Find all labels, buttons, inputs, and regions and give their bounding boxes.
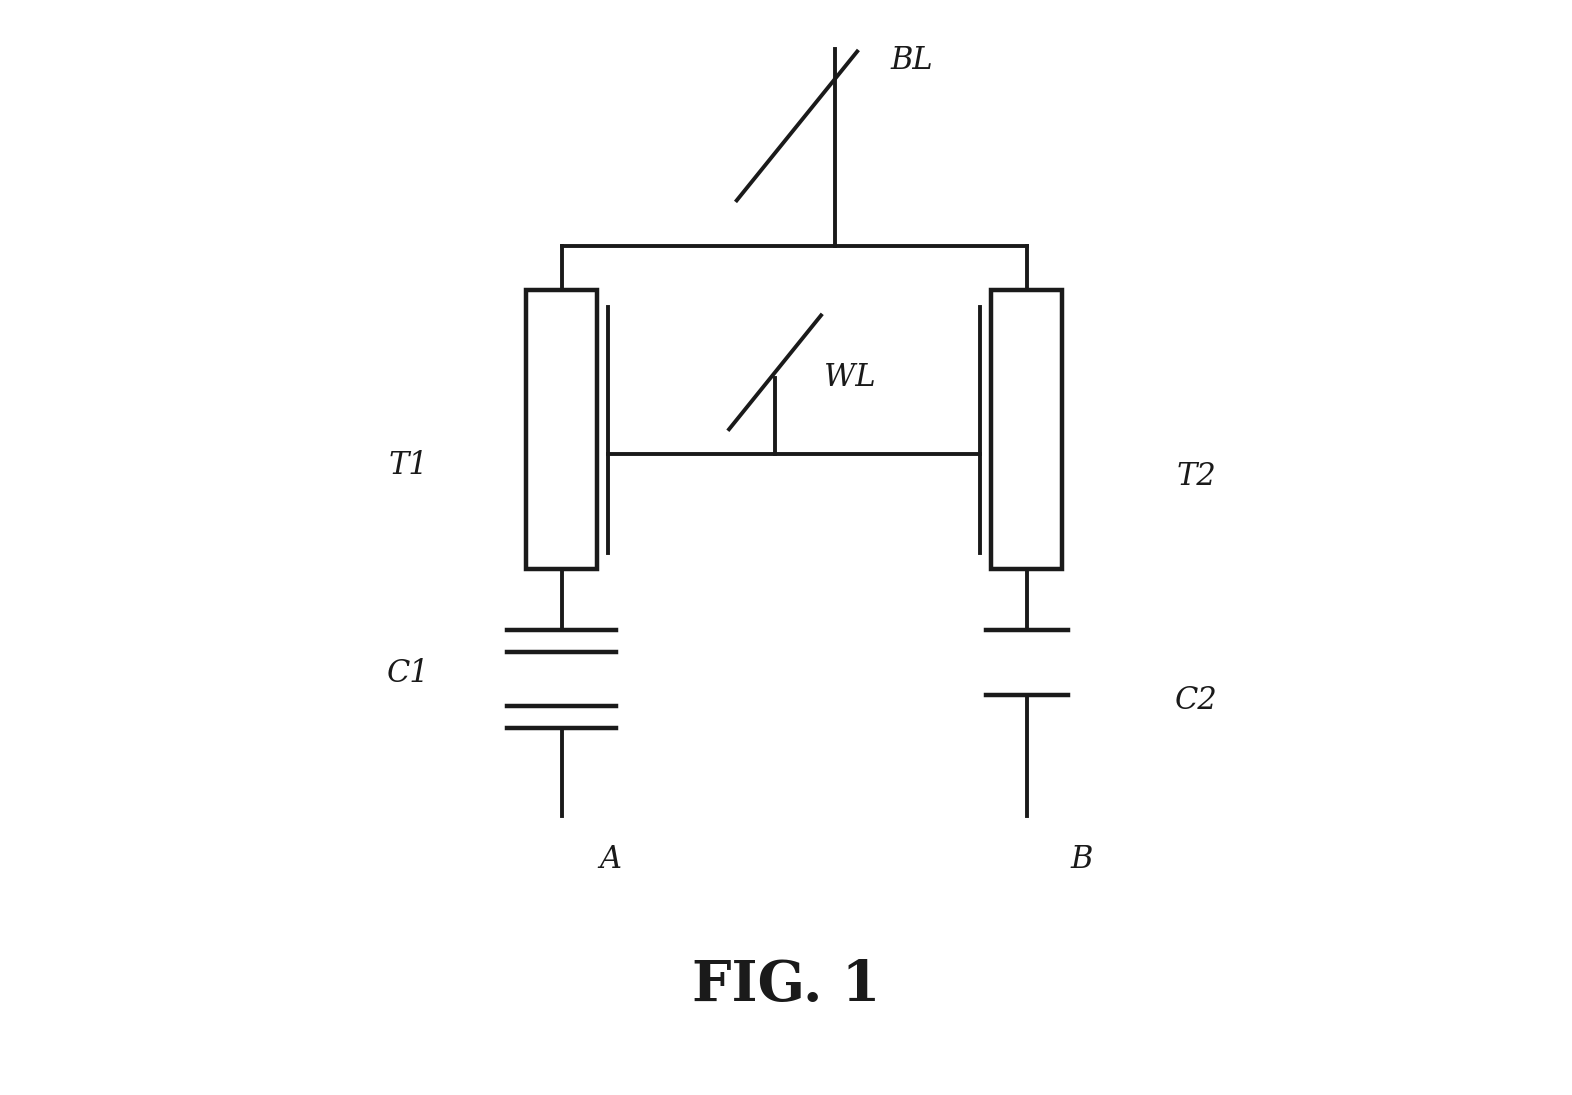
Text: FIG. 1: FIG. 1	[692, 958, 880, 1013]
Text: T1: T1	[388, 450, 428, 481]
Text: B: B	[1071, 844, 1093, 875]
Text: C1: C1	[387, 658, 429, 689]
Text: WL: WL	[824, 362, 876, 393]
Text: C2: C2	[1176, 685, 1218, 716]
Bar	[527, 290, 597, 569]
Bar	[992, 290, 1063, 569]
Text: T2: T2	[1177, 461, 1217, 492]
Text: BL: BL	[890, 45, 932, 76]
Text: A: A	[601, 844, 623, 875]
